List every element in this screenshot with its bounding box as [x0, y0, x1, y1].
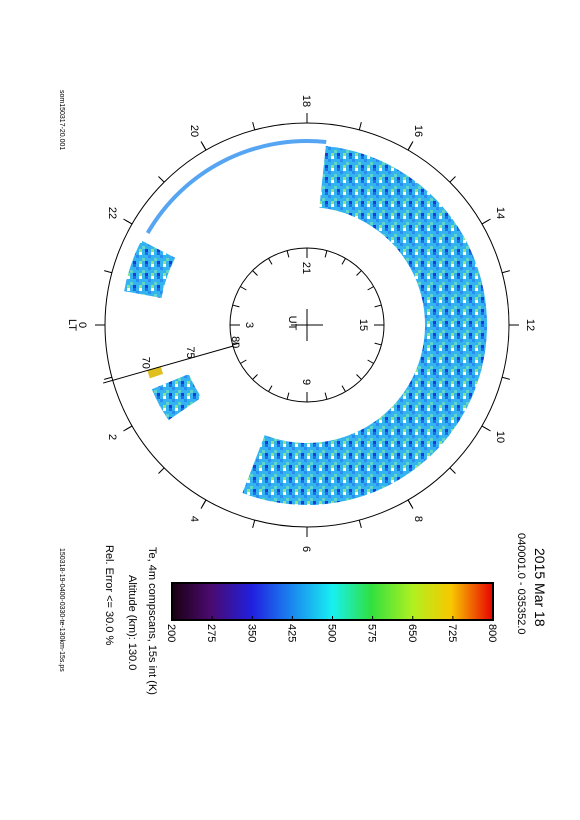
lt-tick-label: 8	[412, 516, 424, 522]
time-range: 040001.0 - 035352.0	[515, 533, 527, 635]
colorbar-label: Te, 4m compscans, 15s int (K)	[146, 547, 158, 695]
file-name: 150318-19-0400-0330-te-130km-15s.ps	[58, 548, 65, 672]
ut-tick-label: 15	[357, 319, 369, 331]
minor-tick	[268, 258, 273, 265]
minor-tick	[232, 342, 240, 346]
lt-tick-label: 12	[524, 319, 536, 331]
minor-tick	[374, 304, 382, 308]
colorbar-tick-label: 275	[205, 624, 217, 642]
ut-tick-label: 21	[300, 262, 312, 274]
lt-tick	[200, 499, 207, 509]
minor-tick	[158, 176, 165, 183]
colorbar-tick-label: 650	[406, 624, 418, 642]
minor-tick	[232, 304, 240, 308]
lt-tick-label: 14	[494, 207, 506, 219]
minor-tick	[252, 270, 258, 276]
colorbar-tick-label: 200	[165, 624, 177, 642]
colorbar-tick-label: 425	[285, 624, 297, 642]
minor-tick	[341, 258, 346, 265]
lt-tick	[123, 425, 133, 432]
minor-tick	[240, 286, 247, 291]
altitude: Altitude (km): 130.0	[126, 575, 138, 670]
latitude-label: 80	[229, 336, 241, 348]
lt-tick-label: 22	[106, 207, 118, 219]
minor-tick	[252, 519, 256, 528]
minor-tick	[158, 467, 165, 474]
scan-coverage	[242, 145, 487, 505]
minor-tick	[286, 392, 290, 400]
lt-tick	[407, 141, 414, 151]
minor-tick	[449, 467, 456, 474]
lt-tick-label: 16	[412, 125, 424, 137]
latitude-label: 75	[184, 346, 196, 358]
lt-tick	[481, 425, 491, 432]
minor-tick	[252, 122, 256, 131]
scan-coverage	[151, 373, 202, 421]
minor-tick	[356, 374, 362, 380]
minor-tick	[252, 374, 258, 380]
colorbar	[171, 582, 494, 621]
scan-trace	[145, 139, 327, 234]
minor-tick	[358, 122, 362, 131]
lt-tick-label: 0	[76, 322, 88, 328]
minor-tick	[367, 359, 374, 364]
ut-tick-label: 9	[300, 379, 312, 385]
minor-tick	[104, 376, 113, 380]
lt-tick-label: 4	[188, 516, 200, 522]
error-limit: Rel. Error <= 30.0 %	[103, 545, 115, 645]
lt-label: LT	[66, 319, 78, 331]
file-name: som150317-20.001	[58, 90, 65, 150]
lt-tick	[407, 499, 414, 509]
scan-coverage	[124, 240, 176, 299]
minor-tick	[501, 270, 510, 274]
minor-tick	[358, 519, 362, 528]
rotated-figure: 2015 Mar 18 040001.0 - 035352.0 som15031…	[58, 90, 548, 695]
lt-tick-label: 18	[300, 95, 312, 107]
lt-tick-label: 20	[188, 125, 200, 137]
colorbar-tick-label: 575	[366, 624, 378, 642]
title: 2015 Mar 18	[532, 548, 548, 627]
lt-tick-label: 6	[300, 546, 312, 552]
lt-tick	[123, 218, 133, 225]
colorbar-tick-label: 500	[326, 624, 338, 642]
lt-tick	[200, 141, 207, 151]
minor-tick	[501, 376, 510, 380]
lt-tick	[481, 218, 491, 225]
minor-tick	[367, 286, 374, 291]
minor-tick	[449, 176, 456, 183]
minor-tick	[104, 270, 113, 274]
meridian-line	[102, 345, 234, 384]
lt-tick-label: 2	[106, 434, 118, 440]
ut-tick-label: 3	[243, 322, 255, 328]
minor-tick	[374, 342, 382, 346]
colorbar-tick-label: 350	[245, 624, 257, 642]
minor-tick	[286, 250, 290, 258]
latitude-label: 70	[139, 357, 151, 369]
colorbar-tick-label: 725	[446, 624, 458, 642]
colorbar-tick-label: 800	[486, 624, 498, 642]
minor-tick	[341, 385, 346, 392]
minor-tick	[240, 359, 247, 364]
minor-tick	[268, 385, 273, 392]
ut-label: UT	[286, 316, 298, 331]
minor-tick	[324, 392, 328, 400]
minor-tick	[356, 270, 362, 276]
minor-tick	[324, 250, 328, 258]
lt-tick-label: 10	[494, 431, 506, 443]
